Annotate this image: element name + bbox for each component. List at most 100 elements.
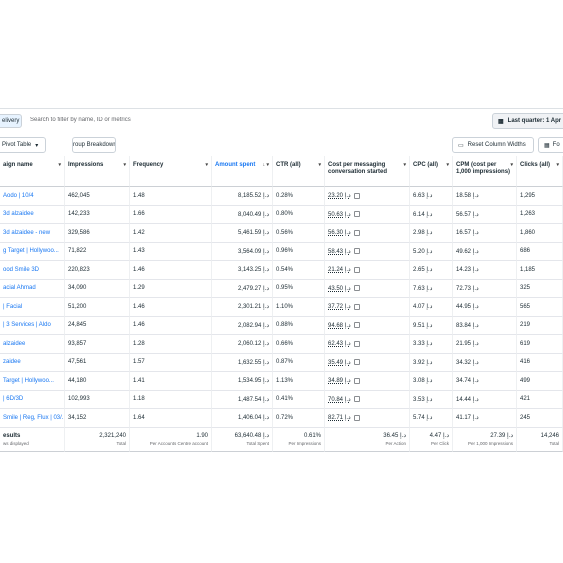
- search-box[interactable]: Search to filter by name, ID or metrics: [30, 117, 131, 123]
- campaign-name[interactable]: Smile | Reg, Flux | 03/...: [0, 409, 65, 428]
- campaign-name[interactable]: | 3 Services | Aldo: [0, 316, 65, 335]
- format-button[interactable]: ▦ Fo: [538, 137, 563, 153]
- metric-value: 56.57 د.إ: [456, 211, 479, 218]
- metric-value: 1.41: [133, 377, 145, 384]
- metric-value: 44,180: [68, 377, 87, 384]
- campaign-name[interactable]: alzaidee: [0, 335, 65, 354]
- header-menu[interactable]: ▾: [123, 162, 126, 168]
- date-range: Last quarter: 1 Apr: [507, 118, 562, 124]
- header-menu[interactable]: ▾: [205, 162, 208, 168]
- metric-value: 41.17 د.إ: [456, 415, 479, 422]
- column-header[interactable]: Clicks (all) ▾: [517, 156, 563, 187]
- metric-value: 1.29: [133, 285, 145, 292]
- header-menu[interactable]: ↓ ▾: [262, 162, 269, 168]
- total-label: Per Accounts Centre account: [149, 440, 208, 446]
- pivot-table-button[interactable]: Pivot Table ▾: [0, 137, 46, 153]
- metric-cell: 1,263: [517, 205, 563, 224]
- metric-cell: 44,180: [65, 372, 130, 391]
- campaign-name[interactable]: Target | Hollywoo...: [0, 372, 65, 391]
- campaign-link: ood Smile 3D: [3, 266, 40, 273]
- group-breakdowns-button[interactable]: Group Breakdowns: [72, 137, 116, 153]
- campaign-name[interactable]: | Facial: [0, 298, 65, 317]
- metric-value: 8,040.49 د.إ: [237, 211, 269, 218]
- metric-value: 72.73 د.إ: [456, 285, 479, 292]
- toolbar: [0, 108, 563, 134]
- campaign-link: 3d alzaidee: [3, 211, 34, 218]
- campaign-name[interactable]: | 6D/3D: [0, 390, 65, 409]
- metric-value: 51,200: [68, 303, 87, 310]
- column-header[interactable]: CTR (all) ▾: [273, 156, 325, 187]
- metric-value: 325: [520, 285, 531, 292]
- metric-cell: 56.30 د.إ: [325, 224, 410, 243]
- metric-cell: 1.64: [130, 409, 212, 428]
- metric-cell: 6.14 د.إ: [410, 205, 453, 224]
- metric-cell: 1,534.95 د.إ: [212, 372, 273, 391]
- delivery-button[interactable]: elivery: [0, 114, 22, 128]
- metric-cell: 142,233: [65, 205, 130, 224]
- campaign-name[interactable]: 3d alzaidee - new: [0, 224, 65, 243]
- header-menu[interactable]: ▾: [510, 162, 513, 168]
- metric-cell: 21.24 د.إ: [325, 261, 410, 280]
- metric-value: 462,045: [68, 192, 90, 199]
- column-header[interactable]: CPC (all) ▾: [410, 156, 453, 187]
- metric-cell: 416: [517, 353, 563, 372]
- metric-cell: 43.50 د.إ: [325, 279, 410, 298]
- column-header[interactable]: aign name ▾: [0, 156, 65, 187]
- metric-value: 0.87%: [276, 359, 294, 366]
- format-label: Fo: [552, 142, 560, 148]
- metric-value: 1.57: [133, 359, 145, 366]
- total-label: Per Impressions: [288, 440, 321, 446]
- metric-value: 0.95%: [276, 285, 294, 292]
- metric-cell: 23.20 د.إ: [325, 187, 410, 206]
- header-label: aign name: [3, 162, 33, 168]
- campaign-name[interactable]: acial Ahmad: [0, 279, 65, 298]
- metric-value: 1.43: [133, 248, 145, 255]
- column-header[interactable]: Amount spent ↓ ▾: [212, 156, 273, 187]
- metric-value: 83.84 د.إ: [456, 322, 479, 329]
- total-label: Per Click: [430, 441, 449, 446]
- column-header[interactable]: CPM (cost per 1,000 impressions) ▾: [453, 156, 517, 187]
- campaign-name[interactable]: 3d alzaidee: [0, 205, 65, 224]
- header-menu[interactable]: ▾: [403, 162, 406, 168]
- reset-label: Reset Column Widths: [467, 142, 526, 148]
- campaign-name[interactable]: zaidee: [0, 353, 65, 372]
- metric-cell: 8,040.49 د.إ: [212, 205, 273, 224]
- metric-value: 2.65 د.إ: [413, 267, 433, 274]
- header-menu[interactable]: ▾: [556, 162, 559, 168]
- total-cell: 63,640.48 د.إ Total Spent: [212, 427, 273, 452]
- header-menu[interactable]: ▾: [318, 162, 321, 168]
- metric-value: 24,845: [68, 322, 87, 329]
- metric-value: 1.46: [133, 303, 145, 310]
- header-label: Frequency: [133, 162, 164, 168]
- metric-cell: 70.84 د.إ: [325, 390, 410, 409]
- metric-value: 2,479.27 د.إ: [237, 285, 269, 292]
- column-header[interactable]: Frequency ▾: [130, 156, 212, 187]
- campaign-link: zaidee: [3, 359, 21, 366]
- campaign-link: | 6D/3D: [3, 396, 24, 403]
- campaign-name[interactable]: ood Smile 3D: [0, 261, 65, 280]
- header-menu[interactable]: ▾: [446, 162, 449, 168]
- total-value: 4.47 د.إ: [429, 433, 449, 439]
- metric-value: 3,143.25 د.إ: [237, 267, 269, 274]
- date-range-button[interactable]: ▦ Last quarter: 1 Apr: [492, 113, 563, 129]
- metric-value: 62.43 د.إ: [328, 341, 351, 348]
- metric-value: 421: [520, 396, 531, 403]
- campaign-name[interactable]: Aodo | 10/4: [0, 187, 65, 206]
- total-cell: 36.45 د.إ Per Action: [325, 427, 410, 452]
- header-menu[interactable]: ▾: [58, 162, 61, 168]
- metric-cell: 3.92 د.إ: [410, 353, 453, 372]
- metric-value: 0.28%: [276, 192, 294, 199]
- reset-widths-button[interactable]: ▭ Reset Column Widths: [452, 137, 534, 153]
- metric-cell: 3.08 د.إ: [410, 372, 453, 391]
- metric-value: 1,534.95 د.إ: [237, 378, 269, 385]
- metric-value: 2,082.94 د.إ: [237, 322, 269, 329]
- column-header[interactable]: Impressions ▾: [65, 156, 130, 187]
- metric-cell: 462,045: [65, 187, 130, 206]
- metric-value: 1,406.04 د.إ: [237, 415, 269, 422]
- metric-value: 142,233: [68, 211, 90, 218]
- column-header[interactable]: Cost per messaging conversation started ▾: [325, 156, 410, 187]
- campaign-name[interactable]: g Target | Hollywoo...: [0, 242, 65, 261]
- metric-value: 0.54%: [276, 266, 294, 273]
- total-cell: 1.90 Per Accounts Centre account: [130, 427, 212, 452]
- total-cell: 27.39 د.إ Per 1,000 Impressions: [453, 427, 517, 452]
